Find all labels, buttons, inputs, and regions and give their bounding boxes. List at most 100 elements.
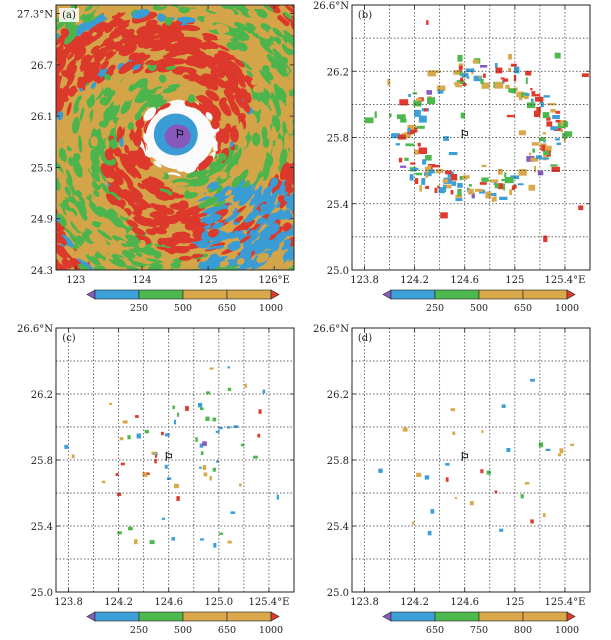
field-patch [326,162,338,179]
field-patch [180,220,189,224]
field-patch [277,231,288,242]
field-patch [56,221,63,232]
field-patch [407,124,416,128]
field-patch [308,145,315,161]
field-patch [23,87,35,108]
field-patch [11,205,22,216]
field-patch [6,78,15,91]
field-patch [424,475,430,480]
field-patch [302,189,311,200]
field-patch [150,60,160,66]
y-tick-label: 25.0 [327,266,349,277]
y-tick-label: 26.2 [327,67,349,78]
field-patch [374,111,377,118]
field-patch [106,40,117,50]
field-patch [169,216,184,221]
field-patch [184,276,196,281]
field-patch [264,155,274,169]
field-patch [231,49,243,59]
field-patch [94,47,109,61]
field-patch [5,89,17,110]
field-patch [298,203,309,214]
field-patch [313,74,324,90]
field-patch [152,273,171,282]
field-patch [233,280,241,286]
field-patch [494,63,498,68]
field-layer [364,20,589,243]
field-patch [407,126,411,133]
field-patch [270,170,276,179]
field-patch [215,0,227,2]
field-patch [68,157,75,166]
field-patch [481,430,484,433]
field-patch [198,201,209,209]
field-patch [31,80,39,88]
field-patch [302,230,317,247]
field-patch [317,128,322,139]
field-patch [9,54,20,67]
field-patch [410,168,419,171]
field-patch [443,184,452,189]
field-patch [99,36,115,48]
field-patch [309,133,316,142]
field-patch [196,312,207,319]
field-patch [299,143,305,162]
x-tick-label: 124 [132,275,151,286]
colorbar-label: 650 [426,625,444,636]
colorbar-label: 250 [426,303,444,314]
field-patch [259,91,269,106]
field-patch [220,270,235,281]
field-patch [328,44,339,55]
field-patch [143,107,157,121]
field-patch [209,161,218,171]
field-patch [0,64,10,77]
field-patch [56,69,59,86]
field-patch [3,131,11,143]
field-patch [240,147,249,167]
field-patch [216,460,220,463]
field-patch [338,145,343,164]
field-patch [10,53,20,63]
field-patch [233,21,249,32]
field-patch [64,444,69,449]
field-patch [450,408,456,412]
field-patch [294,183,303,194]
field-patch [499,196,508,200]
field-patch [424,108,428,112]
field-patch [56,254,60,266]
field-patch [78,195,86,205]
field-patch [214,23,230,33]
field-patch [149,262,164,270]
field-patch [8,161,17,178]
field-patch [298,99,304,109]
field-patch [334,120,341,131]
field-patch [480,65,488,68]
field-patch [454,82,460,86]
field-patch [214,53,229,64]
field-patch [530,519,534,524]
field-patch [47,128,54,144]
field-patch [11,112,17,120]
field-patch [162,28,182,36]
field-patch [329,181,341,200]
field-patch [177,412,180,417]
field-patch [378,468,383,473]
field-patch [88,249,96,257]
field-patch [543,150,550,156]
field-patch [173,282,189,289]
field-patch [121,263,140,270]
field-patch [212,417,217,422]
field-patch [34,238,43,249]
field-patch [421,178,426,185]
field-patch [325,162,332,178]
field-patch [300,138,307,152]
field-patch [72,117,80,134]
field-patch [295,117,305,136]
field-patch [550,164,558,167]
field-patch [398,157,403,163]
colorbar-label: 500 [174,303,192,314]
field-patch [139,200,152,209]
field-patch [255,0,274,4]
field-patch [337,122,341,133]
field-patch [195,299,205,303]
